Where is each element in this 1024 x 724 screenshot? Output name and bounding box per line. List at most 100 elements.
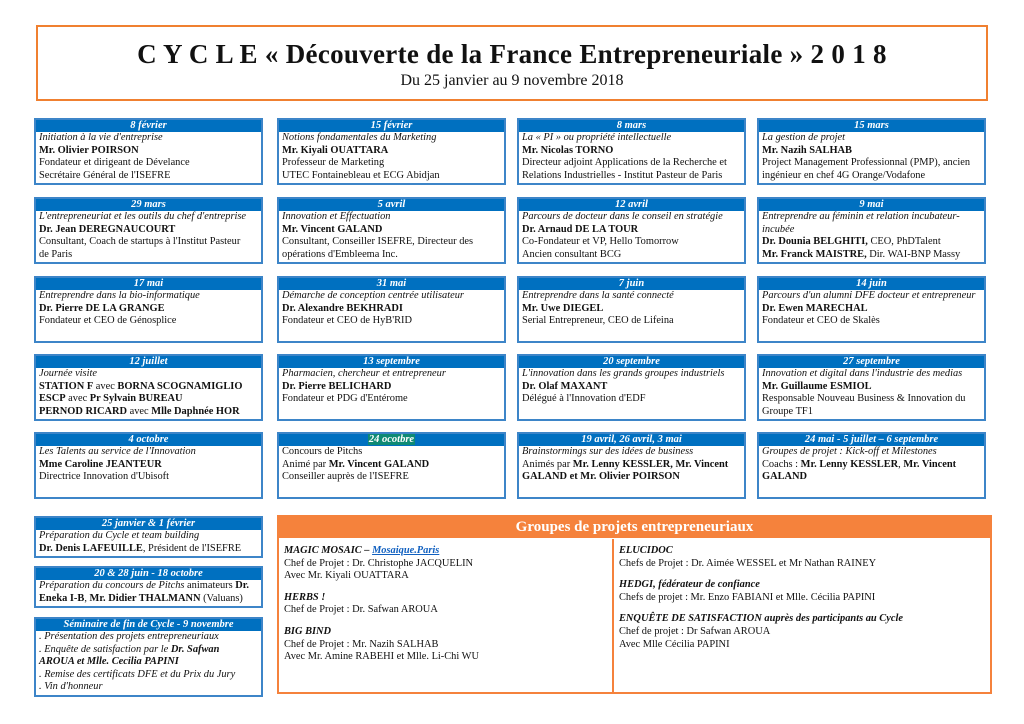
session-card: 14 juin Parcours d'un alumni DFE docteur …: [757, 276, 986, 343]
session-details: Concours de Pitchs Animé par Mr. Vincent …: [279, 446, 504, 497]
session-line: Notions fondamentales du Marketing: [282, 132, 501, 145]
project-group-name: BIG BIND: [284, 626, 607, 639]
session-line: Entreprendre au féminin et relation incu…: [762, 211, 981, 224]
session-line: GALAND: [762, 471, 981, 484]
session-line: . Vin d'honneur: [39, 681, 258, 694]
session-date-text: 12 avril: [615, 199, 648, 210]
session-text: Mr. Franck MAISTRE,: [762, 248, 867, 260]
project-website-link[interactable]: Mosaique.Paris: [372, 545, 440, 556]
session-card: 9 mai Entreprendre au féminin et relation…: [757, 197, 986, 264]
session-text: . Enquête de satisfaction par le: [39, 643, 171, 655]
session-text: ,: [898, 458, 904, 470]
session-line: STATION F avec BORNA SCOGNAMIGLIO: [39, 381, 258, 394]
project-group: MAGIC MOSAIC – Mosaique.Paris Chef de Pro…: [284, 545, 607, 583]
session-line: ESCP avec Pr Sylvain BUREAU: [39, 393, 258, 406]
session-text: Dr. Jean DEREGNAUCOURT: [39, 223, 176, 235]
project-detail: Avec Mlle Cécilia PAPINI: [619, 638, 730, 650]
session-text: , Président de l'ISEFRE: [142, 542, 242, 554]
session-line: Dr. Olaf MAXANT: [522, 381, 741, 394]
session-text: Fondateur et PDG d'Entérome: [282, 393, 408, 405]
session-line: La gestion de projet: [762, 132, 981, 145]
project-groups-title: Groupes de projets entrepreneuriaux: [279, 517, 990, 538]
session-line: UTEC Fontainebleau et ECG Abidjan: [282, 170, 501, 183]
session-details: Journée visite STATION F avec BORNA SCOGN…: [36, 368, 261, 419]
session-line: Groupes de projet : Kick-off et Mileston…: [762, 446, 981, 459]
session-text: Coachs :: [762, 458, 801, 470]
session-details: Parcours de docteur dans le conseil en s…: [519, 211, 744, 262]
session-text: . Vin d'honneur: [39, 681, 103, 693]
session-details: Préparation du Cycle et team building Dr.…: [36, 530, 261, 556]
session-text: Dr. Dounia BELGHITI,: [762, 236, 868, 248]
session-text: Dir. WAI-BNP Massy: [866, 248, 961, 260]
session-text: Dr. Safwan: [170, 643, 220, 655]
session-text: Fondateur et CEO de Génosplice: [39, 315, 177, 327]
session-text: ,: [84, 592, 90, 604]
project-detail: Chef de Projet : Dr. Safwan AROUA: [284, 604, 438, 616]
session-date: 27 septembre: [759, 356, 984, 368]
session-details: Préparation du concours de Pitchs animat…: [36, 580, 261, 606]
session-date-text: 14 juin: [856, 278, 887, 289]
session-text: Eneka I-B: [39, 592, 85, 604]
session-card: 8 mars La « PI » ou propriété intellectu…: [517, 118, 746, 185]
session-text: UTEC Fontainebleau et ECG Abidjan: [282, 169, 440, 181]
session-text: Mr. Kiyali OUATTARA: [282, 144, 389, 156]
session-line: La « PI » ou propriété intellectuelle: [522, 132, 741, 145]
session-line: Concours de Pitchs: [282, 446, 501, 459]
session-text: Mr. Uwe DIEGEL: [522, 302, 604, 314]
session-text: opérations d'Embleema Inc.: [282, 248, 398, 260]
session-card: Séminaire de fin de Cycle - 9 novembre. …: [34, 617, 263, 697]
session-text: Relations Industrielles - Institut Paste…: [522, 169, 723, 181]
session-text: Groupe TF1: [762, 405, 813, 417]
session-date-text: 20 septembre: [603, 356, 660, 367]
session-text: Fondateur et CEO de HyB'RID: [282, 315, 413, 327]
session-text: Concours de Pitchs: [282, 446, 363, 457]
session-text: GALAND: [762, 471, 808, 483]
session-line: Professeur de Marketing: [282, 157, 501, 170]
session-line: Directeur adjoint Applications de la Rec…: [522, 157, 741, 170]
session-text: Notions fondamentales du Marketing: [282, 132, 437, 143]
session-line: Dr. Dounia BELGHITI, CEO, PhDTalent: [762, 236, 981, 249]
session-details: Pharmacien, chercheur et entrepreneur Dr.…: [279, 368, 504, 419]
title-box: C Y C L E « Découverte de la France Entr…: [36, 25, 988, 101]
project-detail: Avec Mr. Kiyali OUATTARA: [284, 570, 409, 582]
session-line: . Remise des certificats DFE et du Prix …: [39, 669, 258, 682]
session-date: 31 mai: [279, 278, 504, 290]
session-details: Innovation et Effectuation Mr. Vincent GA…: [279, 211, 504, 262]
session-date-text: 8 février: [130, 120, 167, 131]
session-card: 12 juillet Journée visite STATION F avec B…: [34, 354, 263, 421]
project-detail: Chef de projet : Dr Safwan AROUA: [619, 625, 771, 637]
session-line: Serial Entrepreneur, CEO de Lifeina: [522, 315, 741, 328]
session-date: 15 mars: [759, 120, 984, 132]
session-text: Journée visite: [39, 368, 97, 379]
session-text: Groupes de projet : Kick-off et Mileston…: [762, 446, 937, 457]
session-text: Secrétaire Général de l'ISEFRE: [39, 169, 171, 181]
session-details: Entreprendre dans la santé connecté Mr. U…: [519, 290, 744, 341]
session-text: Mr. Nazih SALHAB: [762, 144, 852, 156]
session-text: . Présentation des projets entrepreneuri…: [39, 631, 219, 642]
session-date-text: 27 septembre: [843, 356, 900, 367]
session-date-text: 25 janvier & 1 février: [101, 518, 196, 529]
session-line: Mr. Vincent GALAND: [282, 224, 501, 237]
session-details: Les Talents au service de l'Innovation Mm…: [36, 446, 261, 497]
session-date-text: 15 mars: [854, 120, 889, 131]
session-text: de Paris: [39, 248, 73, 260]
session-line: Dr. Jean DEREGNAUCOURT: [39, 224, 258, 237]
session-date-text: 19 avril, 26 avril, 3 mai: [581, 434, 682, 445]
session-text: Entreprendre dans la santé connecté: [522, 290, 674, 301]
session-line: Eneka I-B, Mr. Didier THALMANN (Valuans): [39, 593, 258, 606]
session-text: Fondateur et dirigeant de Dévelance: [39, 157, 190, 169]
session-text: Mr. Olivier POIRSON: [39, 144, 139, 156]
session-date: 20 & 28 juin - 18 octobre: [36, 568, 261, 580]
session-line: Dr. Arnaud DE LA TOUR: [522, 224, 741, 237]
session-line: opérations d'Embleema Inc.: [282, 249, 501, 262]
session-card: 31 mai Démarche de conception centrée uti…: [277, 276, 506, 343]
project-detail: Avec Mr. Amine RABEHI et Mlle. Li-Chi WU: [284, 651, 479, 663]
session-text: Directrice Innovation d'Ubisoft: [39, 471, 169, 483]
session-date: 8 février: [36, 120, 261, 132]
session-line: Délégué à l'Innovation d'EDF: [522, 393, 741, 406]
session-card: 24 mai - 5 juillet – 6 septembre Groupes …: [757, 432, 986, 499]
project-group: HEDGI, fédérateur de confiance Chefs de p…: [619, 579, 985, 604]
session-text: Mr. Nicolas TORNO: [522, 144, 614, 156]
session-line: Dr. Pierre BELICHARD: [282, 381, 501, 394]
session-details: Démarche de conception centrée utilisate…: [279, 290, 504, 341]
